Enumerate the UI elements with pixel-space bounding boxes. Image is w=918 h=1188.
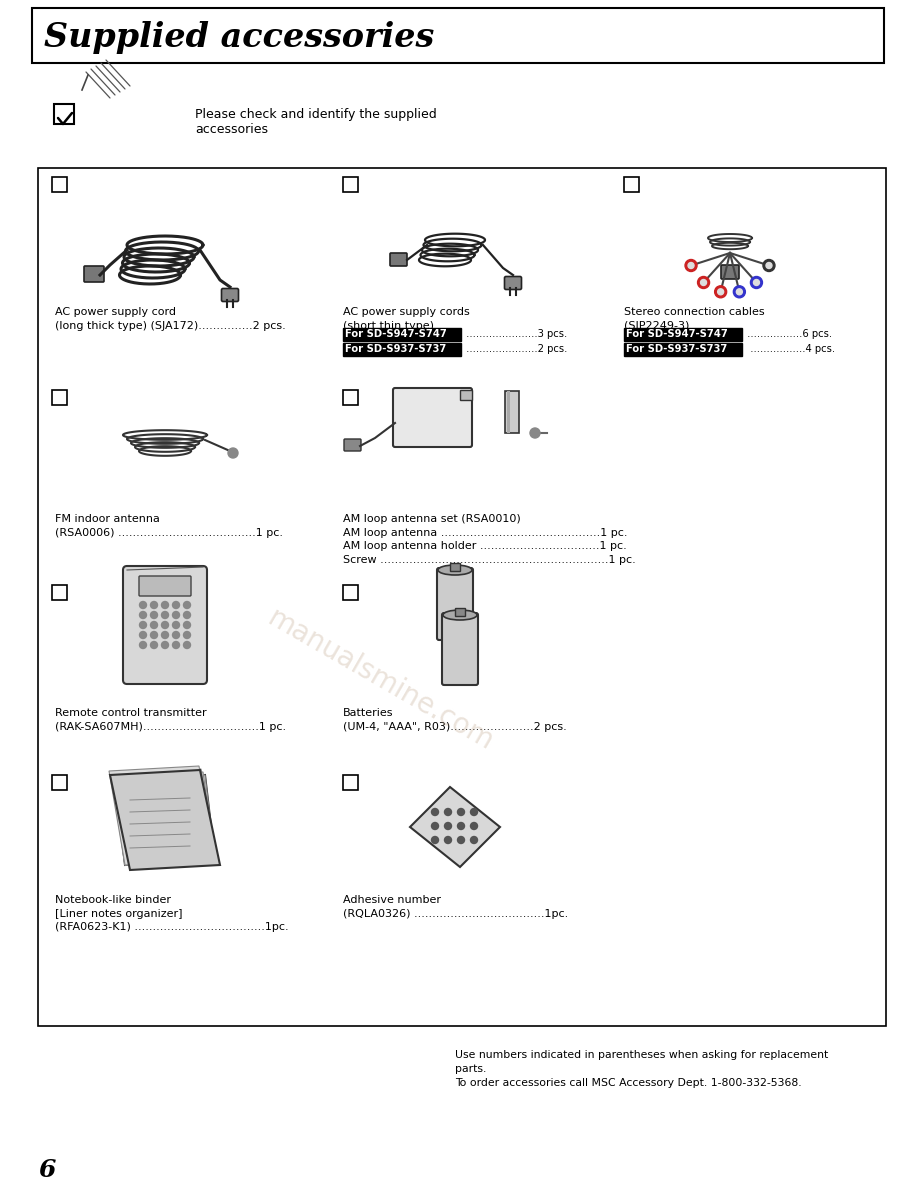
- Circle shape: [140, 632, 147, 638]
- Circle shape: [151, 601, 158, 608]
- FancyBboxPatch shape: [442, 613, 478, 685]
- Circle shape: [140, 642, 147, 649]
- Circle shape: [766, 263, 772, 268]
- Circle shape: [471, 809, 477, 815]
- Circle shape: [457, 822, 465, 829]
- Bar: [624, 343, 742, 356]
- Bar: [343, 177, 358, 192]
- Polygon shape: [115, 775, 215, 865]
- FancyBboxPatch shape: [390, 253, 407, 266]
- Circle shape: [530, 428, 540, 438]
- Text: 6: 6: [38, 1158, 55, 1182]
- Circle shape: [754, 279, 759, 285]
- Circle shape: [140, 612, 147, 619]
- Text: For SD-S937-S737: For SD-S937-S737: [345, 345, 446, 354]
- Circle shape: [444, 836, 452, 843]
- FancyBboxPatch shape: [221, 289, 239, 302]
- Text: .................4 pcs.: .................4 pcs.: [744, 345, 835, 354]
- Circle shape: [431, 822, 439, 829]
- Circle shape: [714, 286, 727, 298]
- Text: manualsmine.com: manualsmine.com: [262, 604, 498, 757]
- Text: .................6 pcs.: .................6 pcs.: [744, 329, 832, 339]
- Circle shape: [685, 259, 697, 272]
- Text: AM loop antenna set (RSA0010)
AM loop antenna ..................................: AM loop antenna set (RSA0010) AM loop an…: [343, 514, 636, 564]
- Polygon shape: [110, 770, 220, 870]
- Circle shape: [173, 612, 180, 619]
- Circle shape: [431, 809, 439, 815]
- Bar: [343, 328, 461, 341]
- FancyBboxPatch shape: [84, 266, 104, 282]
- Text: For SD-S947-S747: For SD-S947-S747: [626, 329, 728, 339]
- Bar: [455, 608, 465, 617]
- Text: Batteries
(UM-4, "AAA", R03).......................2 pcs.: Batteries (UM-4, "AAA", R03)............…: [343, 708, 566, 732]
- Circle shape: [162, 601, 169, 608]
- Circle shape: [471, 836, 477, 843]
- Text: Use numbers indicated in parentheses when asking for replacement
parts.
To order: Use numbers indicated in parentheses whe…: [455, 1050, 828, 1088]
- Circle shape: [173, 601, 180, 608]
- Circle shape: [471, 822, 477, 829]
- Circle shape: [700, 279, 707, 285]
- Text: FM indoor antenna
(RSA0006) ......................................1 pc.: FM indoor antenna (RSA0006) ............…: [55, 514, 283, 538]
- Text: For SD-S937-S737: For SD-S937-S737: [626, 345, 727, 354]
- Circle shape: [162, 632, 169, 638]
- Circle shape: [718, 289, 723, 295]
- Circle shape: [151, 632, 158, 638]
- Bar: [450, 563, 460, 571]
- Text: Remote control transmitter
(RAK-SA607MH)................................1 pc.: Remote control transmitter (RAK-SA607MH)…: [55, 708, 286, 732]
- Circle shape: [184, 632, 191, 638]
- FancyBboxPatch shape: [721, 265, 739, 279]
- Bar: [32, 8, 884, 63]
- Text: Stereo connection cables
(SJP2249-3): Stereo connection cables (SJP2249-3): [624, 307, 765, 330]
- Polygon shape: [109, 766, 215, 865]
- Circle shape: [162, 612, 169, 619]
- Polygon shape: [113, 772, 215, 865]
- Bar: [38, 168, 886, 1026]
- Circle shape: [162, 621, 169, 628]
- Circle shape: [457, 809, 465, 815]
- Circle shape: [173, 642, 180, 649]
- Circle shape: [457, 836, 465, 843]
- Bar: [54, 105, 74, 124]
- Circle shape: [140, 621, 147, 628]
- Bar: [343, 390, 358, 405]
- Text: ......................3 pcs.: ......................3 pcs.: [463, 329, 567, 339]
- Circle shape: [688, 263, 694, 268]
- Text: Please check and identify the supplied
accessories: Please check and identify the supplied a…: [195, 108, 437, 135]
- Circle shape: [162, 642, 169, 649]
- Circle shape: [151, 642, 158, 649]
- Text: Notebook-like binder
[Liner notes organizer]
(RFA0623-K1) ......................: Notebook-like binder [Liner notes organi…: [55, 895, 288, 933]
- Circle shape: [444, 822, 452, 829]
- Circle shape: [698, 277, 710, 289]
- Circle shape: [733, 286, 745, 298]
- Circle shape: [228, 448, 238, 459]
- Circle shape: [151, 621, 158, 628]
- Bar: [52, 584, 67, 600]
- Circle shape: [184, 612, 191, 619]
- Circle shape: [736, 289, 743, 295]
- Text: AC power supply cords
(short thin type): AC power supply cords (short thin type): [343, 307, 470, 330]
- Circle shape: [444, 809, 452, 815]
- Ellipse shape: [443, 609, 477, 620]
- Bar: [343, 775, 358, 790]
- Bar: [343, 343, 461, 356]
- Circle shape: [763, 259, 775, 272]
- Bar: [624, 177, 639, 192]
- Polygon shape: [410, 786, 500, 867]
- Circle shape: [184, 601, 191, 608]
- Circle shape: [184, 642, 191, 649]
- Bar: [507, 391, 510, 432]
- FancyBboxPatch shape: [505, 277, 521, 290]
- FancyBboxPatch shape: [393, 388, 472, 447]
- Circle shape: [151, 612, 158, 619]
- Ellipse shape: [438, 565, 472, 575]
- FancyBboxPatch shape: [437, 568, 473, 640]
- Polygon shape: [115, 775, 215, 865]
- Circle shape: [184, 621, 191, 628]
- Text: ......................2 pcs.: ......................2 pcs.: [463, 345, 567, 354]
- Text: For SD-S947-S747: For SD-S947-S747: [345, 329, 447, 339]
- FancyBboxPatch shape: [344, 440, 361, 451]
- Circle shape: [431, 836, 439, 843]
- Text: Supplied accessories: Supplied accessories: [44, 21, 434, 53]
- FancyBboxPatch shape: [123, 565, 207, 684]
- Bar: [343, 584, 358, 600]
